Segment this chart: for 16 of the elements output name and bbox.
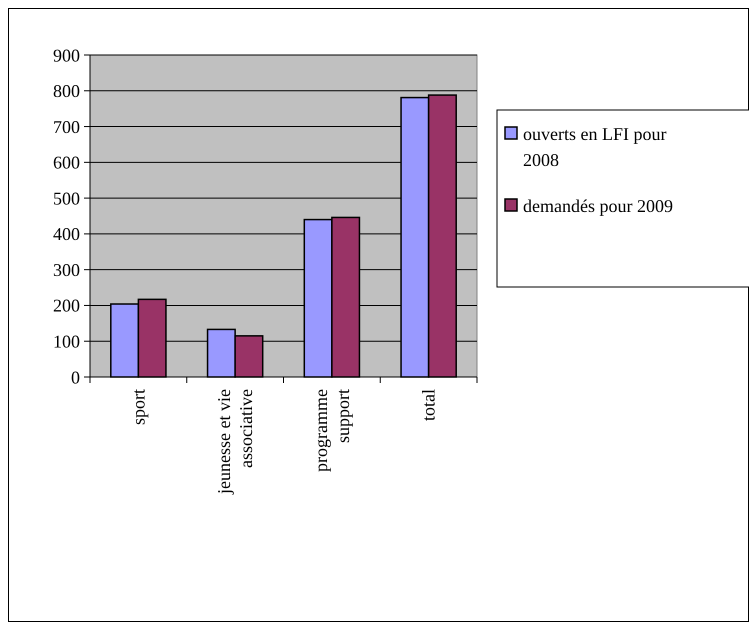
y-tick-label: 800 — [53, 81, 80, 102]
y-tick-label: 700 — [53, 116, 80, 137]
legend-label: ouverts en LFI pour 2008 — [523, 124, 666, 170]
x-tick-label: programme support — [310, 388, 353, 472]
y-tick-label: 0 — [71, 367, 80, 388]
x-tick-label: sport — [128, 389, 148, 425]
y-tick-label: 500 — [53, 188, 80, 208]
x-tick-label: jeunesse et vie associative — [214, 389, 256, 495]
y-tick-label: 600 — [53, 152, 80, 173]
y-tick-label: 400 — [53, 224, 80, 244]
legend-label: demandés pour 2009 — [523, 196, 673, 216]
y-tick-label: 100 — [53, 332, 80, 352]
y-tick-label: 200 — [53, 296, 80, 316]
y-tick-label: 900 — [53, 45, 80, 66]
x-tick-label: total — [418, 389, 439, 421]
y-tick-label: 300 — [53, 260, 80, 280]
